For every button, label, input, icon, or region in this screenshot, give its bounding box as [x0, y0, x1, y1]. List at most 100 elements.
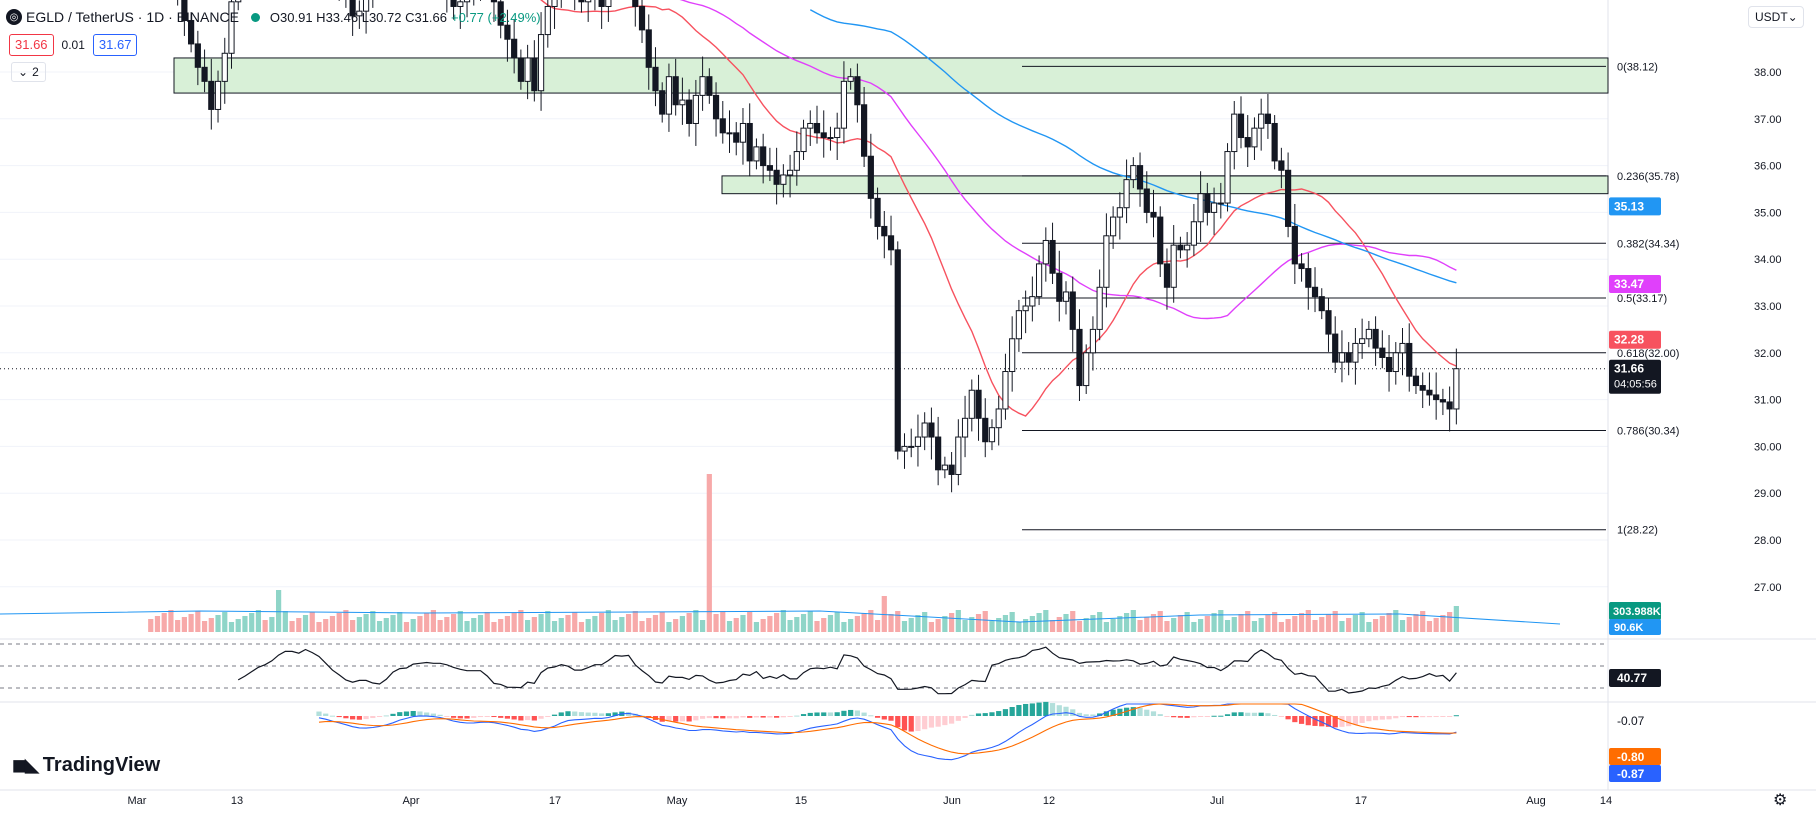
indicators-toggle[interactable]: ⌄ 2 — [11, 62, 46, 82]
volume-bar — [1265, 615, 1271, 632]
macd-histogram-bar — [659, 716, 665, 722]
candle — [921, 412, 928, 451]
volume-bar — [1171, 618, 1177, 632]
candle-body — [1157, 216, 1164, 265]
volume-ma-line — [0, 610, 1561, 625]
candle-body — [362, 0, 370, 12]
candle — [463, 0, 471, 18]
candle — [1338, 330, 1346, 383]
volume-bar — [1245, 611, 1251, 632]
candle — [1352, 327, 1359, 385]
candle — [1311, 267, 1319, 313]
candle-body — [712, 94, 720, 120]
candle — [1298, 253, 1305, 282]
candle-body — [793, 151, 800, 171]
candle — [807, 110, 814, 146]
ma-long-badge: 35.13 — [1614, 199, 1644, 213]
candle-body — [1022, 305, 1029, 312]
candle — [194, 30, 201, 86]
candle — [753, 138, 760, 170]
volume-bar — [800, 614, 807, 632]
volume-bar — [1184, 612, 1190, 632]
volume-bar — [1372, 619, 1379, 632]
macd-histogram-bar — [518, 716, 524, 721]
ask-button[interactable]: 31.67 — [92, 34, 138, 56]
macd-histogram-bar — [1440, 716, 1446, 717]
macd-histogram-bar — [693, 716, 699, 721]
macd-histogram-bar — [854, 710, 860, 716]
fib-level-label: 0.618(32.00) — [1617, 348, 1679, 360]
candle — [605, 0, 612, 22]
volume-bar — [612, 620, 618, 632]
candle — [827, 126, 834, 151]
candle — [1439, 388, 1446, 416]
macd-histogram-bar — [1204, 716, 1210, 717]
candle-body — [1251, 127, 1258, 148]
candle-body — [854, 76, 861, 106]
volume-bar — [827, 615, 834, 632]
candle-body — [874, 197, 881, 227]
volume-bar — [780, 610, 786, 632]
candle-body — [450, 0, 457, 7]
candle-body — [773, 169, 780, 185]
volume-bar — [666, 622, 672, 632]
candle-body — [544, 5, 551, 36]
candle — [1379, 330, 1386, 369]
candle-body — [598, 0, 605, 7]
candle-body — [632, 0, 639, 7]
macd-histogram-bar — [417, 711, 423, 716]
macd-histogram-bar — [1117, 708, 1123, 716]
candle-body — [948, 464, 955, 475]
price-tick-label: 32.00 — [1754, 348, 1782, 360]
brand-logo[interactable]: ◼◣ TradingView — [12, 754, 160, 777]
macd-histogram-bar — [881, 716, 887, 720]
bid-button[interactable]: 31.66 — [9, 34, 54, 56]
volume-bar — [895, 611, 901, 632]
volume-bar — [161, 613, 167, 632]
candle-body — [921, 422, 928, 438]
volume-ma-badge: 90.6K — [1614, 622, 1643, 634]
candle — [1197, 171, 1204, 242]
currency-selector[interactable]: USDT ⌄ — [1748, 6, 1804, 28]
volume-bar — [1305, 610, 1311, 632]
volume-bar — [720, 611, 726, 632]
candle — [1116, 192, 1123, 240]
volume-bar — [1359, 612, 1365, 632]
volume-bar — [148, 619, 154, 632]
candle — [786, 154, 794, 198]
macd-histogram-bar — [1325, 716, 1332, 727]
volume-bar — [1097, 612, 1103, 632]
settings-icon[interactable]: ⚙ — [1773, 792, 1788, 809]
macd-histogram-bar — [477, 716, 484, 718]
candle — [665, 63, 673, 132]
candle-body — [214, 80, 222, 110]
volume-bar — [504, 616, 511, 632]
macd-histogram-bar — [901, 716, 908, 731]
candle-body — [1170, 244, 1177, 288]
volume-bar — [154, 616, 161, 632]
candle — [338, 0, 340, 1]
candle-body — [1143, 188, 1150, 213]
volume-bar — [713, 614, 719, 632]
macd-histogram-bar — [329, 715, 336, 717]
candle — [574, 0, 576, 11]
candle — [1210, 187, 1218, 235]
ohlc-values: O30.91 H33.46 L30.72 C31.66 — [269, 9, 448, 25]
candle — [1264, 93, 1272, 139]
candle-body — [188, 20, 195, 45]
candle-body — [679, 99, 686, 106]
volume-bar — [949, 613, 955, 632]
candle-body — [1163, 263, 1171, 288]
candle — [867, 133, 874, 219]
time-tick-label: 13 — [231, 795, 243, 807]
candle-body — [1042, 239, 1049, 265]
symbol-title[interactable]: EGLD / TetherUS · 1D · BINANCE — [26, 9, 239, 25]
volume-bar — [1420, 611, 1426, 632]
candle-body — [820, 132, 827, 139]
candle — [955, 419, 962, 486]
macd-histogram-bar — [1144, 709, 1150, 716]
volume-bar — [699, 620, 706, 632]
candle-body — [1224, 151, 1231, 204]
candle-body — [780, 174, 787, 185]
